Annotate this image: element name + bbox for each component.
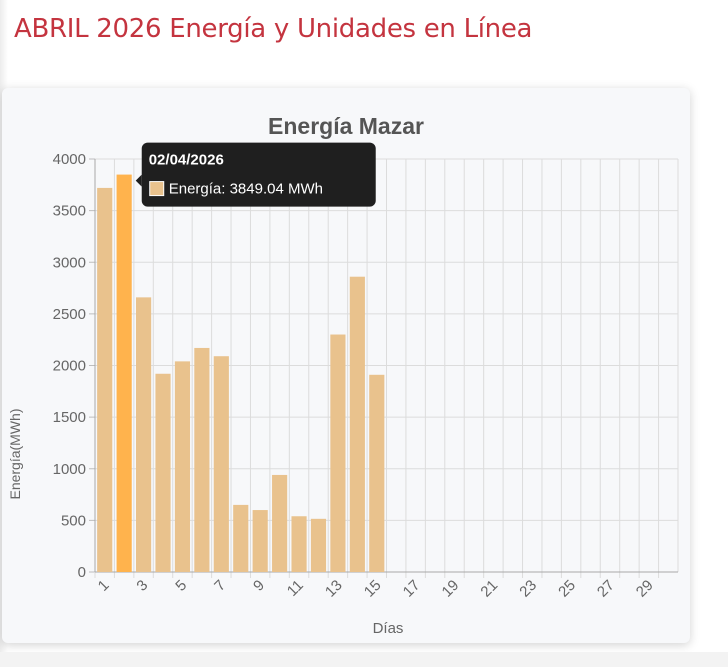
chart-card: Energía Mazar 0 500 1000 1500 2000 2500 3000 35…	[2, 88, 690, 643]
bar-day-14	[349, 276, 365, 572]
y-tick-label: 2500	[53, 306, 86, 323]
page-bottom-strip	[0, 652, 728, 667]
bar-day-8	[233, 504, 249, 572]
tooltip-swatch	[149, 181, 165, 197]
x-tick-label: 25	[555, 577, 579, 601]
y-tick-label: 4000	[53, 151, 86, 168]
x-tick-label: 11	[284, 577, 307, 600]
bar-day-9	[252, 510, 268, 572]
bar-day-7	[213, 356, 229, 572]
energy-bar-chart: Energía Mazar 05001000150020002500300035…	[7, 113, 679, 637]
y-tick-label: 1500	[53, 409, 86, 426]
chart-title: Energía Mazar	[268, 113, 424, 139]
x-tick-label: 27	[594, 577, 618, 601]
y-tick-label: 0	[78, 564, 86, 581]
page-title: ABRIL 2026 Energía y Unidades en Línea	[14, 14, 533, 44]
bar-day-3	[136, 297, 152, 572]
tooltip-label: Energía: 3849.04 MWh	[169, 181, 323, 198]
tooltip-title: 02/04/2026	[149, 152, 224, 169]
bars	[97, 174, 385, 572]
axes	[94, 159, 678, 573]
x-axis-ticks: 1 3 5 7 9 11 13 15 17 19 21 23 25 27 29	[95, 577, 657, 601]
x-tick-label: 17	[400, 577, 424, 601]
x-tick-label: 21	[477, 577, 501, 601]
x-tick-label: 13	[322, 577, 346, 601]
x-tick-label: 5	[172, 577, 190, 595]
x-tick-label: 3	[133, 577, 151, 595]
y-tick-label: 2000	[53, 358, 86, 375]
bar-day-1	[97, 187, 113, 572]
bar-day-4	[155, 373, 171, 572]
x-tick-label: 29	[633, 577, 657, 601]
bar-day-2	[116, 174, 132, 572]
x-tick-label: 7	[211, 577, 229, 595]
x-tick-label: 9	[250, 577, 268, 595]
bar-day-15	[369, 374, 385, 572]
y-tick-label: 1000	[53, 461, 86, 478]
y-tick-label: 3500	[53, 203, 86, 220]
bar-day-5	[174, 361, 191, 572]
y-axis-ticks: 0 500 1000 1500 2000 2500 3000 3500 4000	[53, 151, 86, 581]
x-tick-label: 23	[516, 577, 540, 601]
bar-day-11	[291, 516, 307, 572]
bar-day-6	[194, 347, 210, 572]
y-tick-label: 3000	[53, 254, 86, 271]
y-tick-label: 500	[61, 512, 86, 529]
y-axis-label: Energía(MWh)	[7, 408, 23, 499]
bar-day-13	[330, 334, 346, 572]
x-axis-label: Días	[373, 620, 404, 637]
tooltip-box	[141, 142, 376, 207]
bar-day-12	[310, 518, 327, 572]
tooltip-caret	[135, 174, 142, 187]
x-tick-label: 1	[95, 577, 113, 595]
bar-day-10	[272, 474, 288, 572]
x-tick-label: 15	[361, 577, 385, 601]
x-tick-label: 19	[439, 577, 463, 601]
tooltip: 02/04/2026 Energía: 3849.04 MWh	[135, 142, 376, 207]
